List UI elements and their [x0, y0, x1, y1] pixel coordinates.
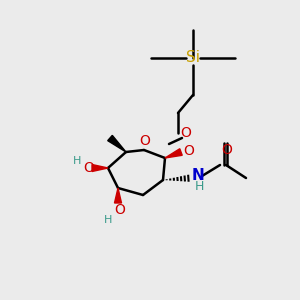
Polygon shape — [165, 149, 182, 158]
Text: O: O — [115, 203, 125, 217]
Polygon shape — [115, 188, 122, 203]
Text: H: H — [73, 156, 81, 166]
Text: Si: Si — [186, 50, 200, 65]
Text: N: N — [192, 169, 204, 184]
Text: O: O — [184, 144, 194, 158]
Text: O: O — [140, 134, 150, 148]
Text: O: O — [181, 126, 191, 140]
Text: H: H — [104, 215, 112, 225]
Polygon shape — [108, 135, 126, 152]
Polygon shape — [92, 164, 108, 172]
Text: O: O — [222, 143, 232, 157]
Text: O: O — [84, 161, 94, 175]
Text: H: H — [194, 179, 204, 193]
